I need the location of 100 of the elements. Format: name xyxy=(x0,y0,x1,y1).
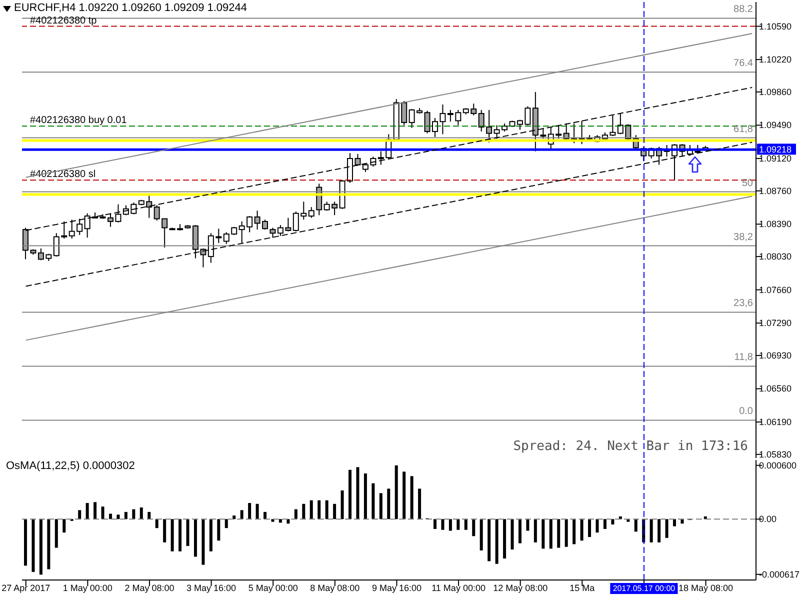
bar xyxy=(39,519,42,575)
annotation: 23,6 xyxy=(734,298,753,310)
bar xyxy=(356,467,360,520)
y-tick-label: 1.06930 xyxy=(759,350,792,360)
bar xyxy=(588,519,592,538)
bar xyxy=(240,510,244,520)
bar xyxy=(163,519,166,542)
bar xyxy=(534,519,537,542)
x-tick-label: 12 May 08:00 xyxy=(493,583,548,593)
bar xyxy=(650,519,653,542)
y-tick-label: 1.06190 xyxy=(759,417,792,428)
bar xyxy=(325,500,328,520)
x-tick-label: 9 May 16:00 xyxy=(372,583,422,593)
x-tick-label: 3 May 16:00 xyxy=(186,583,236,593)
bar xyxy=(278,519,282,523)
bar xyxy=(224,519,228,528)
bar xyxy=(402,472,406,520)
annotation: 38,2 xyxy=(734,232,753,244)
bar xyxy=(186,519,190,546)
bar xyxy=(170,519,174,552)
x-tick-label: 2017.05.17 00:00 xyxy=(612,584,676,593)
bar xyxy=(503,519,506,559)
bar xyxy=(140,507,143,520)
y-tick-label: 1.09120 xyxy=(759,153,792,164)
bar xyxy=(387,488,390,520)
annotation: Spread: 24. Next Bar in 173:16 xyxy=(513,439,748,454)
bar xyxy=(202,519,205,565)
bar xyxy=(78,510,82,520)
bar xyxy=(488,519,491,562)
bar xyxy=(456,519,460,530)
y-tick-label: -0.000617 xyxy=(759,569,800,580)
x-tick-label: 27 Apr 2017 xyxy=(2,583,50,593)
bar xyxy=(271,519,274,522)
y-tick-label: 1.06560 xyxy=(759,384,792,394)
x-tick-label: 15 Ma xyxy=(570,583,595,593)
x-tick-label: 2 May 08:00 xyxy=(124,583,174,593)
y-tick-label: 1.07660 xyxy=(759,284,792,295)
bar xyxy=(542,519,545,549)
bar xyxy=(580,519,584,541)
y-tick-label: 1.05830 xyxy=(759,449,792,460)
bar xyxy=(480,519,483,550)
y-tick-label: 1.10590 xyxy=(759,21,792,32)
ref-line-label: #402126380 buy 0.01 xyxy=(30,115,128,126)
bar xyxy=(318,500,321,520)
bar xyxy=(132,509,136,520)
bar xyxy=(665,519,668,538)
bar xyxy=(572,519,576,544)
bar xyxy=(24,519,27,566)
x-tick-label: 18 May 08:00 xyxy=(678,583,734,593)
x-tick-label: 8 May 08:00 xyxy=(310,583,360,593)
bar xyxy=(54,519,58,548)
bar xyxy=(510,519,514,550)
bar xyxy=(611,519,614,524)
bar xyxy=(394,465,398,520)
bar xyxy=(364,473,367,520)
annotation: 61,8 xyxy=(734,124,753,136)
bar xyxy=(47,519,50,570)
bar xyxy=(564,519,568,547)
bar xyxy=(256,504,259,520)
y-tick-label: 1.09860 xyxy=(759,86,792,97)
bar xyxy=(217,519,220,541)
bar xyxy=(549,519,552,549)
bar xyxy=(302,504,306,520)
bar xyxy=(248,502,252,520)
bar xyxy=(116,514,120,520)
bar xyxy=(108,514,112,520)
bar xyxy=(286,519,290,524)
x-tick-label: 1 May 00:00 xyxy=(62,583,112,593)
bar xyxy=(441,519,444,530)
y-tick-label: 1.08760 xyxy=(759,186,792,196)
bar xyxy=(232,516,236,520)
y-tick-label: 1.08390 xyxy=(759,219,792,230)
bar xyxy=(32,519,35,572)
bar xyxy=(448,519,452,531)
candlestick xyxy=(270,227,276,238)
y-tick-label: 1.08030 xyxy=(759,252,792,262)
bar xyxy=(418,488,422,520)
bar xyxy=(596,519,599,533)
y-tick-label: 0.00 xyxy=(759,514,777,524)
bar xyxy=(62,519,66,533)
annotation: 11,8 xyxy=(734,352,753,364)
annotation: 0.0 xyxy=(739,406,753,418)
bar xyxy=(86,502,89,520)
bar xyxy=(155,519,158,528)
annotation: 88.2 xyxy=(734,4,753,16)
bar xyxy=(557,519,560,548)
bar xyxy=(658,519,661,542)
annotation: 50 xyxy=(742,178,753,190)
bar xyxy=(209,519,212,552)
bar xyxy=(333,504,336,520)
bar xyxy=(518,519,522,544)
bar xyxy=(124,512,128,520)
y-tick-label: 1.10220 xyxy=(759,54,792,65)
x-tick-label: 5 May 00:00 xyxy=(248,583,298,593)
bar xyxy=(294,509,298,520)
bar xyxy=(194,519,197,557)
bar xyxy=(673,519,676,526)
bar xyxy=(410,476,414,520)
y-tick-label: 0.000600 xyxy=(759,460,797,470)
bar xyxy=(379,493,382,520)
